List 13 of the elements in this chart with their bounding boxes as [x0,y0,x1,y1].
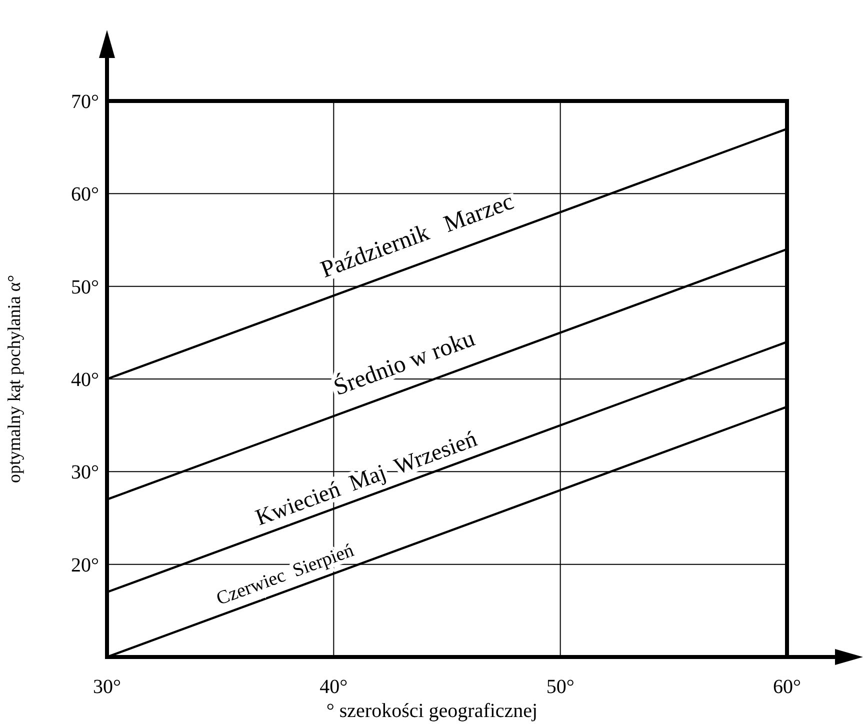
y-axis-title: optymalny kąt pochylania α° [4,274,24,484]
y-tick-label: 60° [71,184,99,206]
x-tick-label: 40° [320,676,348,698]
x-tick-label: 50° [546,676,574,698]
x-axis-title: ° szerokości geograficznej [326,700,538,722]
x-tick-label: 60° [773,676,801,698]
y-tick-label: 40° [71,369,99,391]
x-tick-label: 30° [93,676,121,698]
y-tick-label: 50° [71,276,99,298]
y-tick-label: 20° [71,554,99,576]
y-tick-label: 30° [71,462,99,484]
text: Średnio w roku [330,324,478,402]
y-tick-label: 70° [71,91,99,113]
